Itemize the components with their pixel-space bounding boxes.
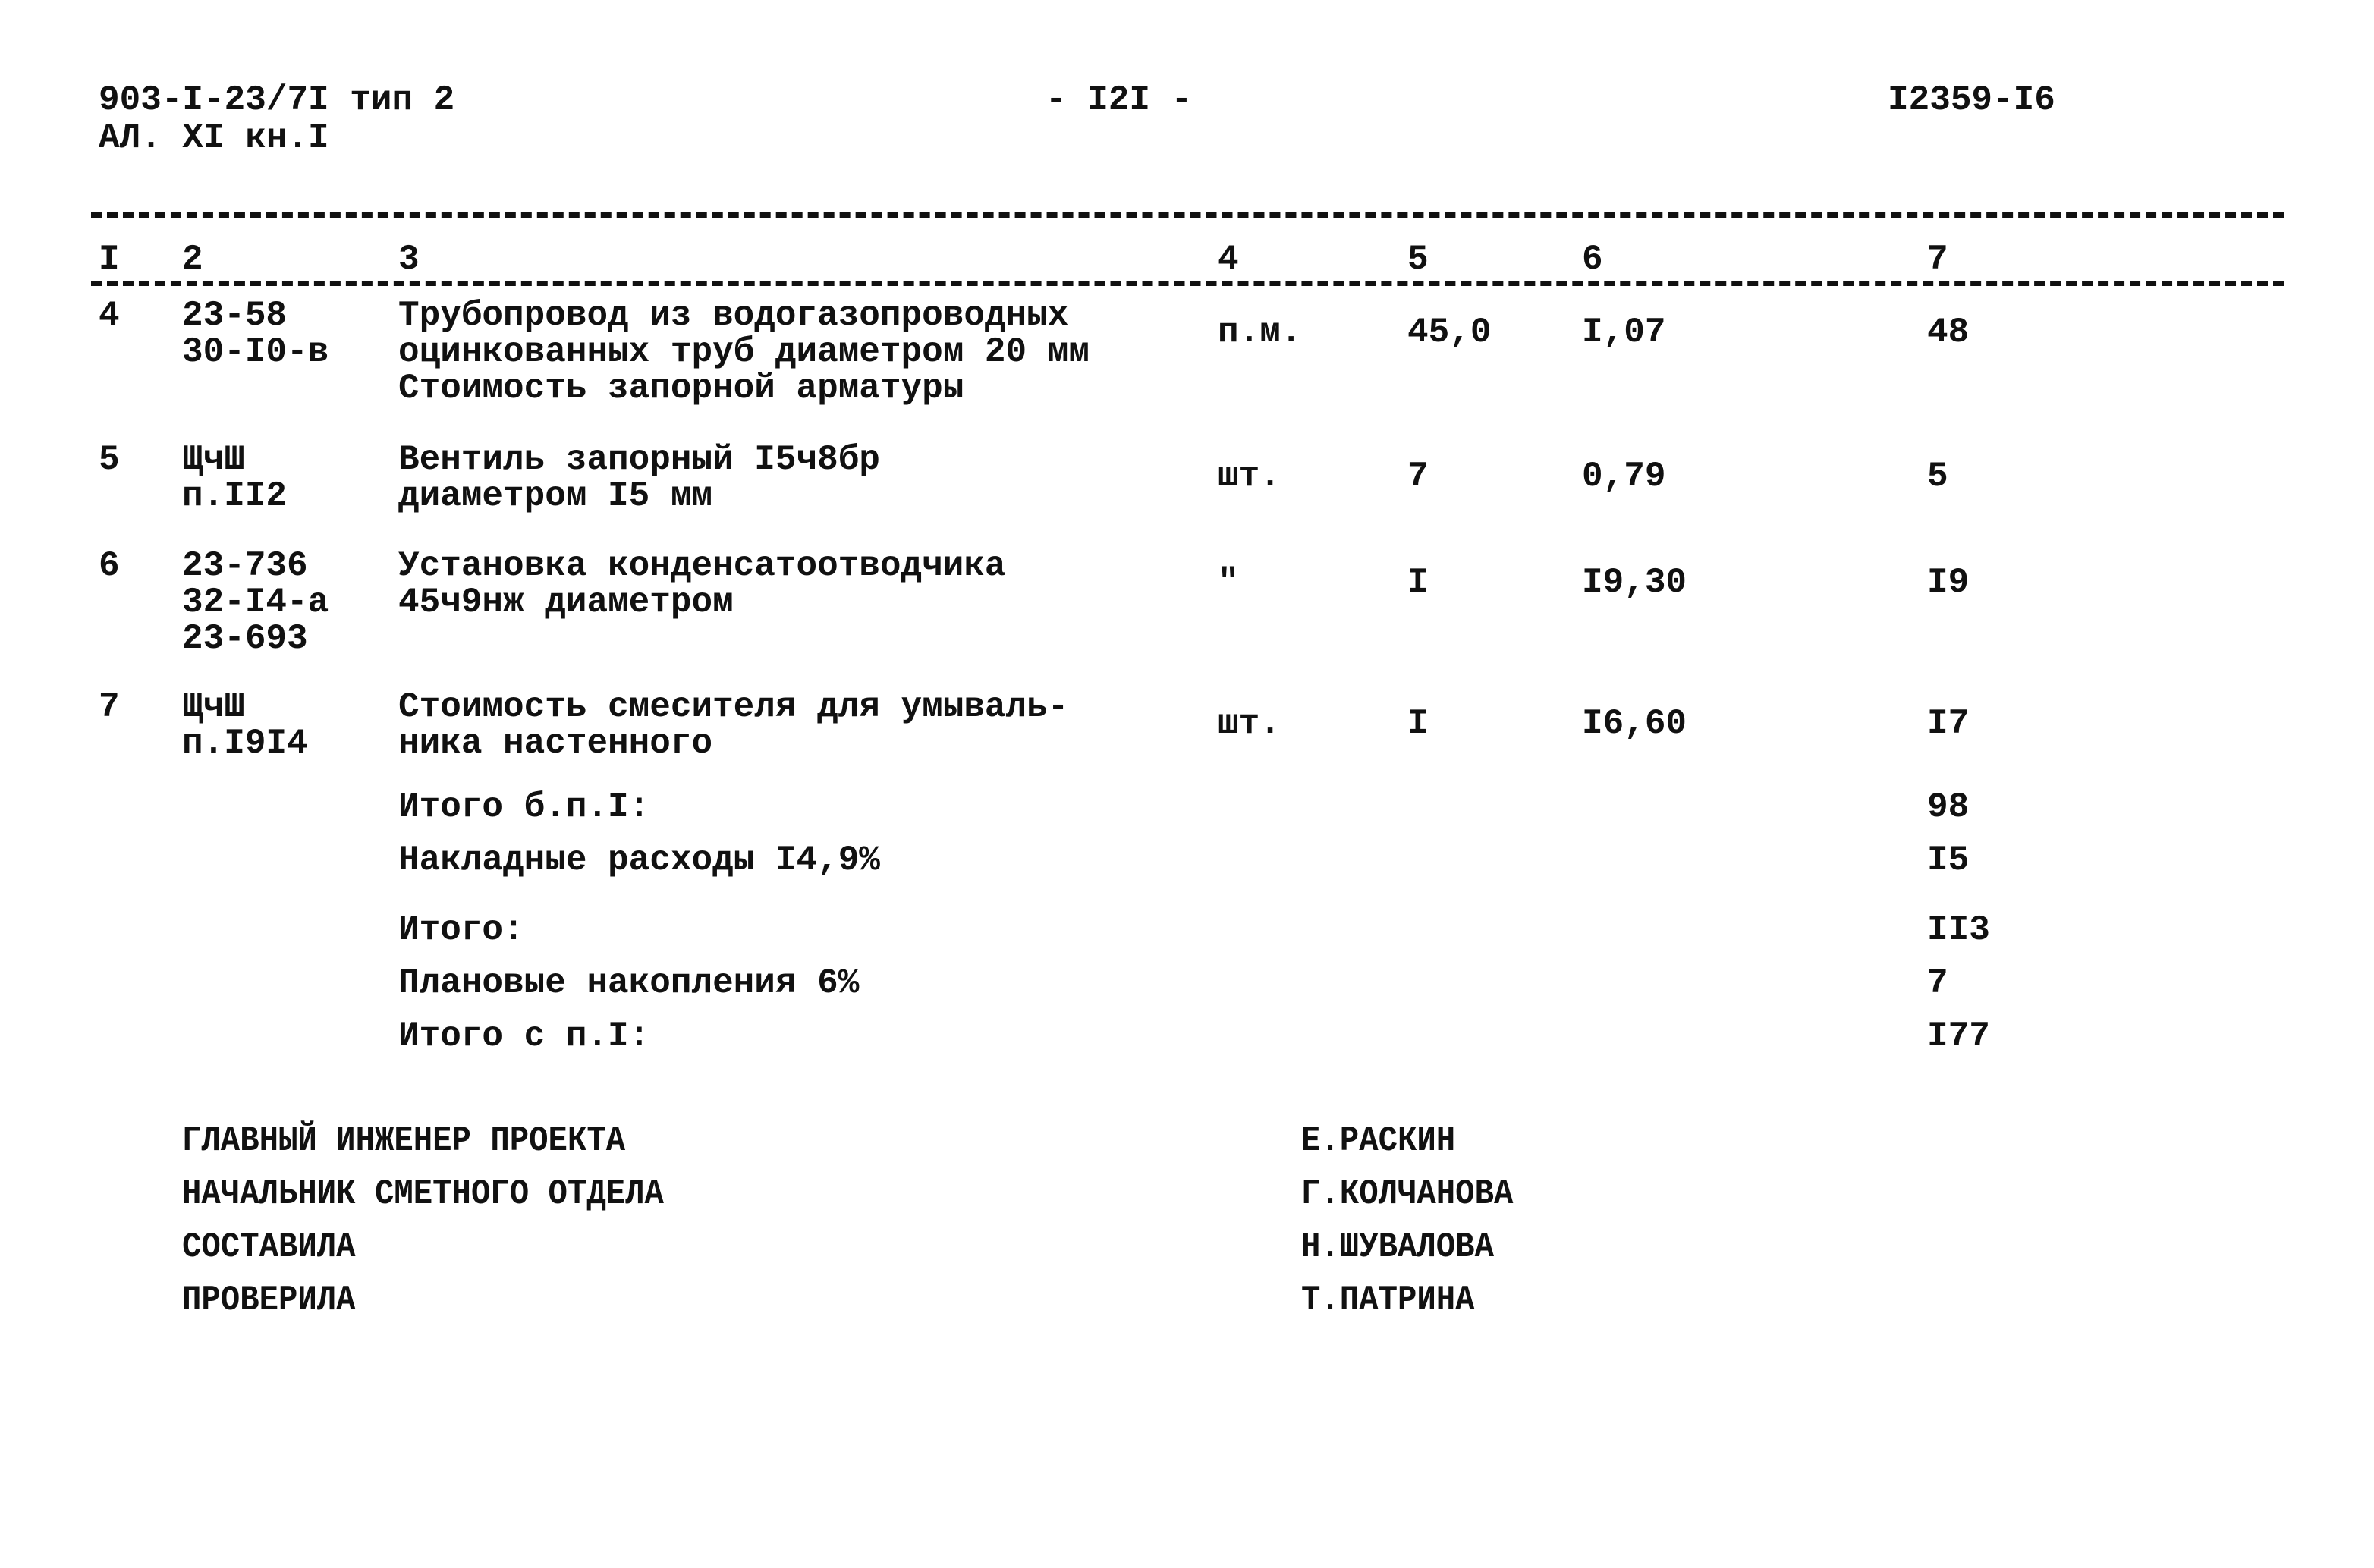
total-value: 7 (1927, 963, 1948, 1003)
row-code: п.II2 (182, 476, 288, 516)
row-unit-price: 0,79 (1582, 457, 1666, 496)
row-description: ника настенного (398, 724, 713, 763)
document-album: АЛ. XI кн.I (99, 118, 329, 158)
row-description: диаметром I5 мм (398, 476, 713, 516)
row-number: 4 (99, 296, 120, 335)
total-label: Накладные расходы I4,9% (398, 841, 880, 880)
row-code: ЩчШ (182, 687, 245, 727)
total-label: Итого: (398, 910, 524, 950)
signature-name: Е.РАСКИН (1301, 1121, 1456, 1161)
column-header-5: 5 (1407, 240, 1429, 279)
row-code: 23-58 (182, 296, 288, 335)
row-unit-price: I6,60 (1582, 704, 1687, 743)
total-value: 98 (1927, 787, 1970, 827)
row-unit-price: I9,30 (1582, 563, 1687, 602)
row-unit: шт. (1218, 704, 1281, 743)
signature-name: Т.ПАТРИНА (1301, 1280, 1475, 1320)
total-label: Плановые накопления 6% (398, 963, 860, 1003)
row-number: 7 (99, 687, 120, 727)
signature-role: ПРОВЕРИЛА (182, 1280, 356, 1320)
row-code: 30-I0-в (182, 332, 329, 372)
signature-role: НАЧАЛЬНИК СМЕТНОГО ОТДЕЛА (182, 1174, 664, 1214)
document-number: I2359-I6 (1888, 80, 2055, 120)
row-code: 32-I4-а (182, 583, 329, 622)
column-header-6: 6 (1582, 240, 1603, 279)
signature-name: Г.КОЛЧАНОВА (1301, 1174, 1514, 1214)
row-total: I9 (1927, 563, 1970, 602)
row-total: 48 (1927, 313, 1970, 352)
row-unit: п.м. (1218, 313, 1302, 352)
column-header-3: 3 (398, 240, 420, 279)
row-unit: " (1218, 563, 1239, 602)
total-value: I5 (1927, 841, 1970, 880)
column-header-2: 2 (182, 240, 203, 279)
row-description: Вентиль запорный I5ч8бр (398, 440, 880, 479)
row-quantity: I (1407, 704, 1429, 743)
row-number: 6 (99, 546, 120, 586)
total-value: I77 (1927, 1017, 1990, 1056)
total-label: Итого с п.I: (398, 1017, 650, 1056)
row-quantity: 45,0 (1407, 313, 1492, 352)
total-label: Итого б.п.I: (398, 787, 650, 827)
total-value: II3 (1927, 910, 1990, 950)
row-quantity: 7 (1407, 457, 1429, 496)
column-header-divider (91, 281, 2284, 286)
top-divider (91, 212, 2284, 218)
column-header-1: I (99, 240, 120, 279)
row-total: 5 (1927, 457, 1948, 496)
row-code: ЩчШ (182, 440, 245, 479)
row-description: Стоимость смесителя для умываль- (398, 687, 1069, 727)
row-description: оцинкованных труб диаметром 20 мм (398, 332, 1090, 372)
row-code: п.I9I4 (182, 724, 308, 763)
signature-role: СОСТАВИЛА (182, 1227, 356, 1267)
row-code: 23-693 (182, 619, 308, 658)
row-quantity: I (1407, 563, 1429, 602)
column-header-7: 7 (1927, 240, 1948, 279)
signature-role: ГЛАВНЫЙ ИНЖЕНЕР ПРОЕКТА (182, 1121, 626, 1161)
signature-name: Н.ШУВАЛОВА (1301, 1227, 1494, 1267)
row-description: Стоимость запорной арматуры (398, 369, 964, 408)
row-number: 5 (99, 440, 120, 479)
row-description: 45ч9нж диаметром (398, 583, 734, 622)
column-header-4: 4 (1218, 240, 1239, 279)
row-description: Трубопровод из водогазопроводных (398, 296, 1069, 335)
row-description: Установка конденсатоотводчика (398, 546, 1006, 586)
row-unit-price: I,07 (1582, 313, 1666, 352)
row-unit: шт. (1218, 457, 1281, 496)
row-total: I7 (1927, 704, 1970, 743)
page-number: - I2I - (1046, 80, 1193, 120)
document-code: 903-I-23/7I тип 2 (99, 80, 455, 120)
row-code: 23-736 (182, 546, 308, 586)
